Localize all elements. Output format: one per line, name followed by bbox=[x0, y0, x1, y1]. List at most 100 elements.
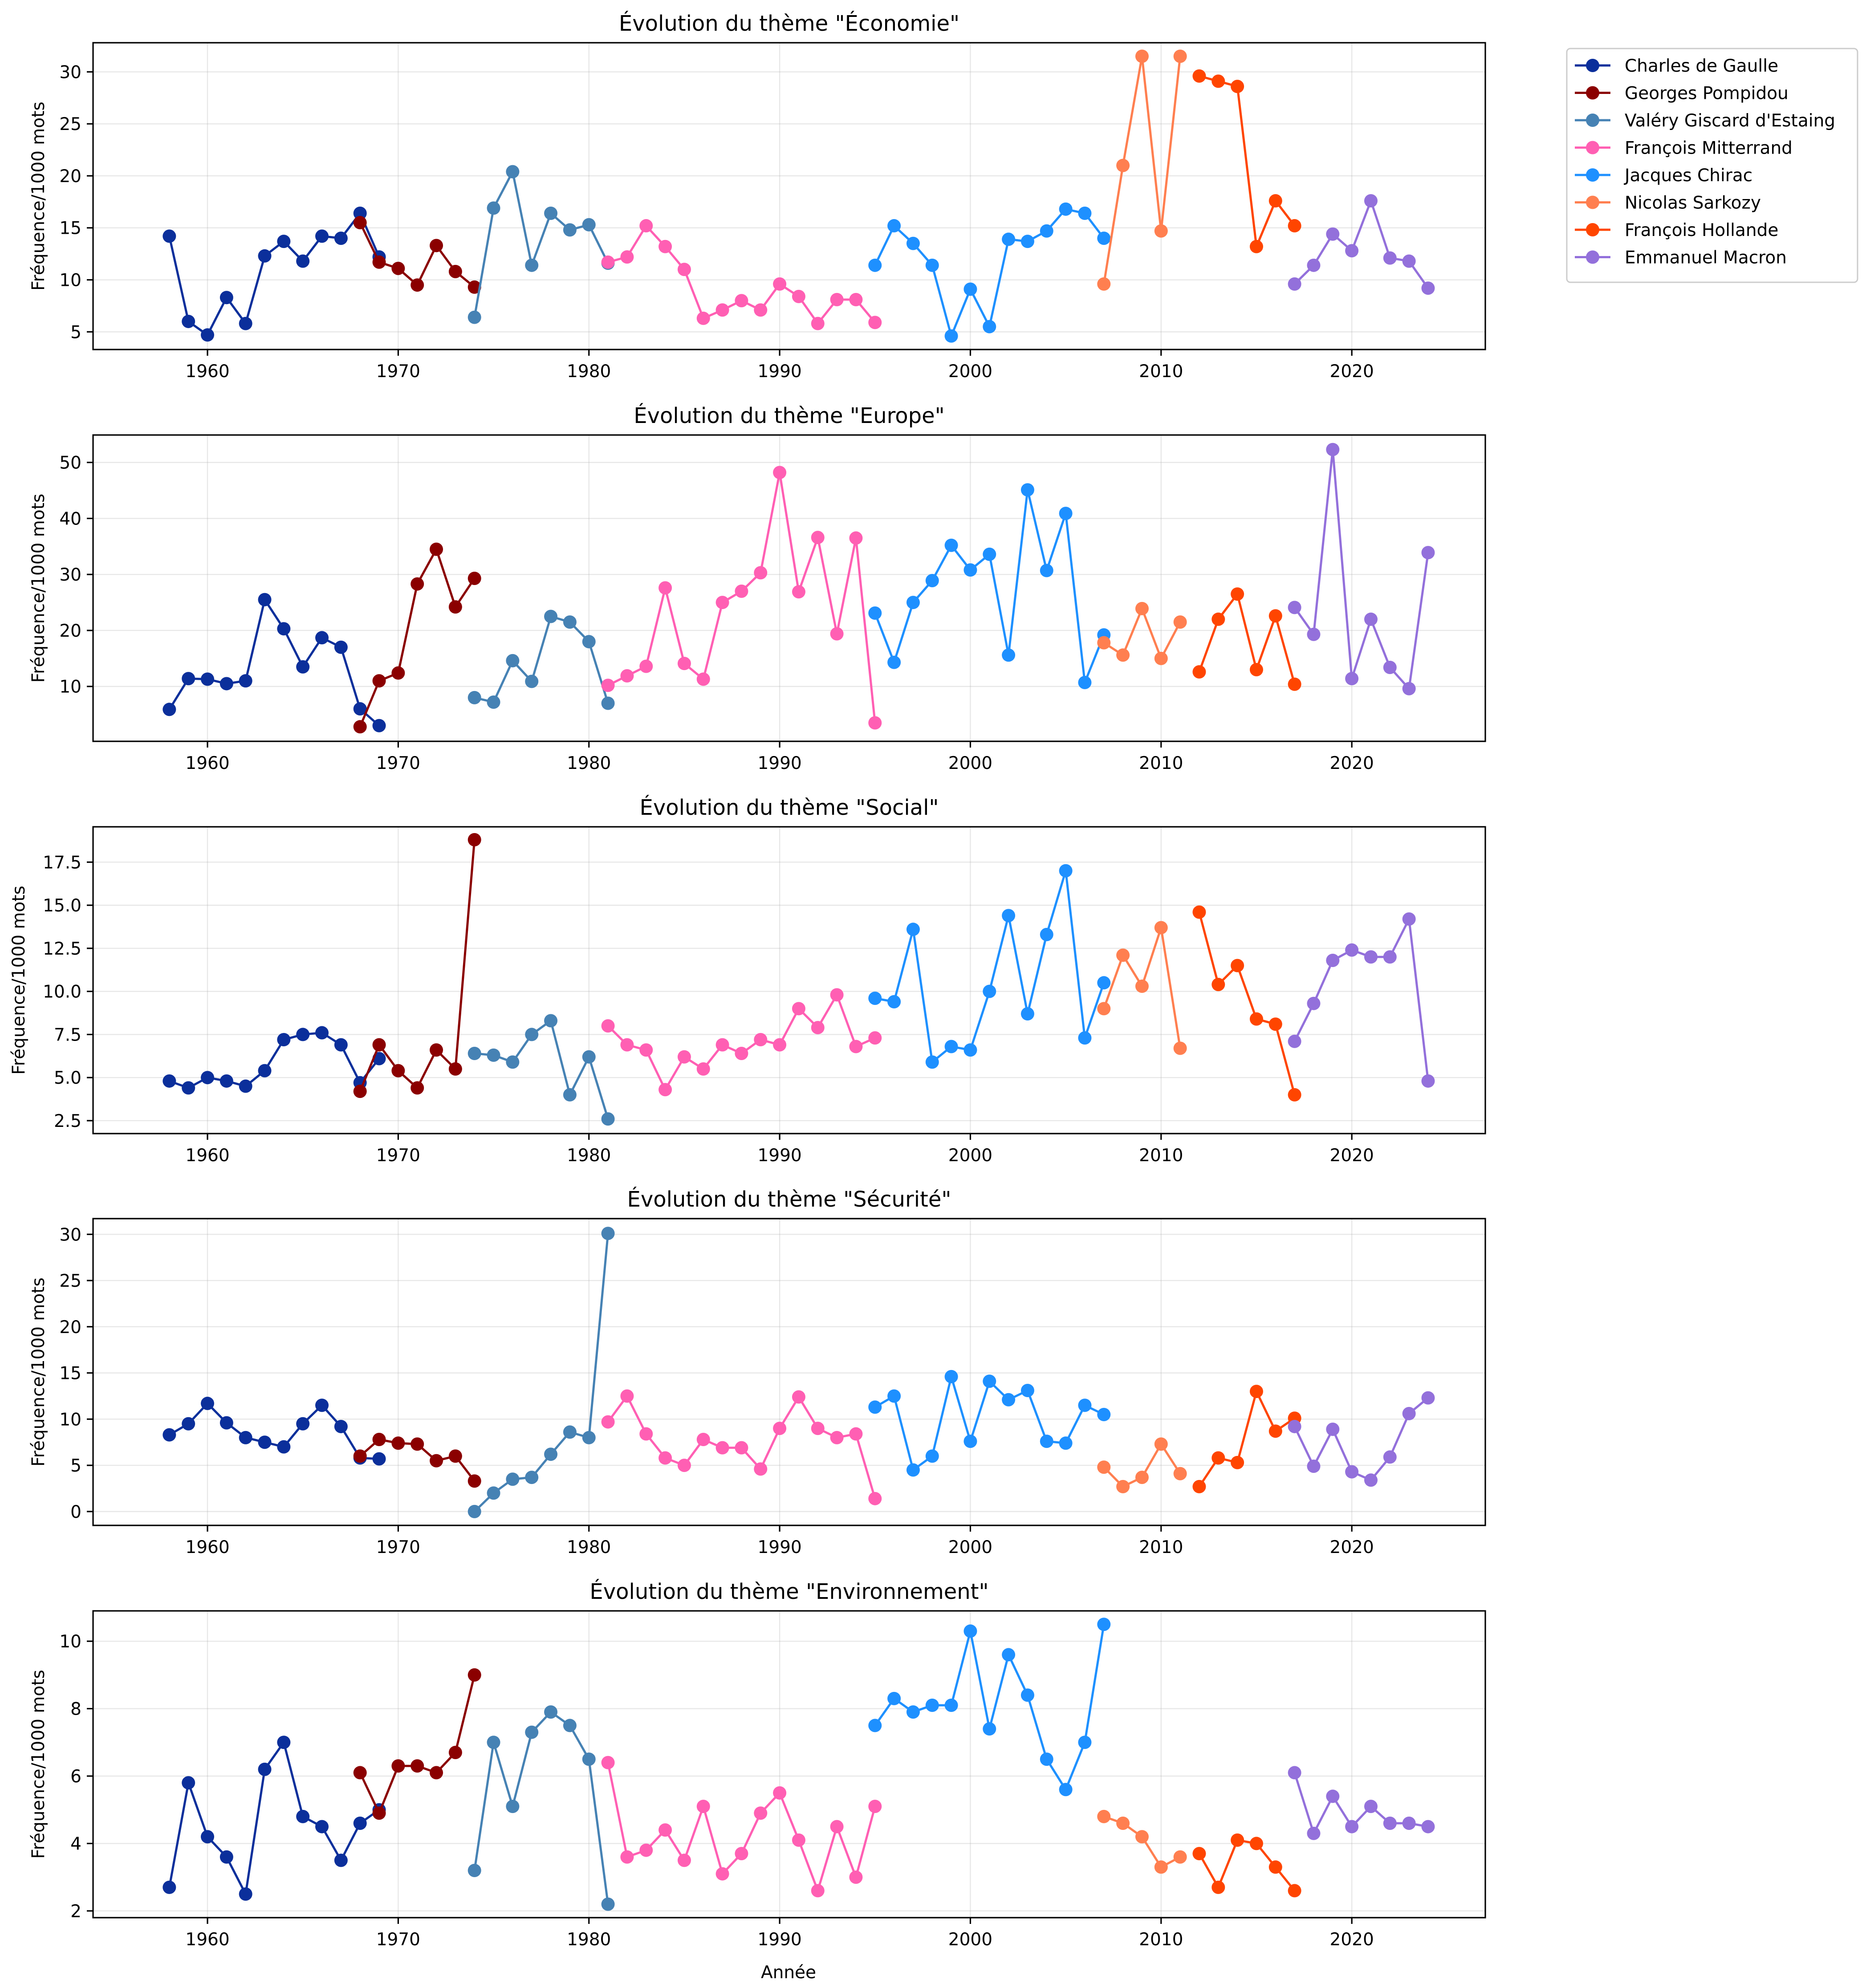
data-point bbox=[1288, 219, 1301, 233]
data-point bbox=[467, 310, 481, 324]
data-point bbox=[963, 1043, 977, 1057]
data-point bbox=[868, 1800, 882, 1813]
x-tick-label: 1970 bbox=[376, 362, 420, 382]
data-point bbox=[659, 240, 672, 253]
data-point bbox=[487, 1736, 500, 1749]
data-point bbox=[430, 542, 443, 556]
data-point bbox=[792, 1390, 805, 1404]
data-point bbox=[1097, 976, 1111, 990]
legend-label: Jacques Chirac bbox=[1623, 166, 1752, 186]
data-point bbox=[220, 1416, 233, 1430]
data-point bbox=[601, 1112, 615, 1126]
data-point bbox=[1326, 443, 1340, 456]
data-point bbox=[1059, 507, 1073, 520]
data-point bbox=[296, 1028, 310, 1041]
data-point bbox=[1326, 953, 1340, 967]
series bbox=[163, 1026, 386, 1095]
series bbox=[353, 216, 481, 294]
data-point bbox=[963, 563, 977, 577]
data-point bbox=[296, 660, 310, 674]
data-point bbox=[868, 716, 882, 730]
x-axis-label: Année bbox=[761, 1963, 816, 1983]
data-point bbox=[868, 258, 882, 272]
data-point bbox=[1116, 948, 1130, 962]
data-point bbox=[220, 677, 233, 691]
series bbox=[163, 207, 386, 342]
data-point bbox=[353, 702, 367, 716]
y-tick-label: 10 bbox=[59, 1410, 81, 1430]
data-point bbox=[163, 1428, 176, 1442]
data-point bbox=[715, 1441, 729, 1455]
data-point bbox=[1097, 1002, 1111, 1016]
data-point bbox=[925, 1449, 939, 1463]
data-point bbox=[601, 1897, 615, 1911]
data-point bbox=[1421, 1820, 1435, 1834]
y-tick-label: 2.5 bbox=[54, 1111, 81, 1131]
data-point bbox=[1002, 648, 1016, 662]
data-point bbox=[1383, 251, 1397, 265]
data-point bbox=[1268, 1424, 1282, 1438]
series bbox=[601, 988, 882, 1097]
data-point bbox=[1383, 1450, 1397, 1464]
x-tick-label: 2020 bbox=[1330, 1537, 1374, 1557]
data-point bbox=[1307, 627, 1321, 641]
chart-title: Évolution du thème "Social" bbox=[640, 795, 939, 820]
data-point bbox=[467, 833, 481, 847]
data-point bbox=[201, 1397, 215, 1411]
y-tick-label: 25 bbox=[59, 1271, 81, 1291]
y-axis-label: Fréquence/1000 mots bbox=[28, 494, 49, 683]
data-point bbox=[811, 1422, 825, 1435]
y-tick-label: 25 bbox=[59, 114, 81, 134]
data-point bbox=[1116, 159, 1130, 172]
series bbox=[467, 1014, 615, 1126]
data-point bbox=[334, 1038, 348, 1052]
data-point bbox=[582, 1431, 596, 1444]
x-tick-label: 2010 bbox=[1139, 362, 1183, 382]
data-point bbox=[1097, 277, 1111, 291]
series bbox=[1192, 69, 1301, 253]
data-point bbox=[983, 1374, 996, 1388]
data-point bbox=[1402, 682, 1416, 695]
x-tick-label: 2000 bbox=[948, 362, 992, 382]
data-point bbox=[544, 610, 558, 623]
data-point bbox=[296, 1809, 310, 1823]
data-point bbox=[1288, 677, 1301, 691]
data-point bbox=[296, 1417, 310, 1431]
data-point bbox=[1345, 672, 1359, 686]
data-point bbox=[677, 657, 691, 671]
data-point bbox=[239, 674, 252, 688]
x-tick-label: 1970 bbox=[376, 1537, 420, 1557]
x-tick-label: 1990 bbox=[757, 753, 801, 773]
data-point bbox=[391, 666, 405, 680]
data-point bbox=[830, 627, 844, 641]
data-point bbox=[201, 1830, 215, 1844]
data-point bbox=[1097, 636, 1111, 650]
chart-title: Évolution du thème "Économie" bbox=[619, 11, 959, 36]
data-point bbox=[1040, 1435, 1053, 1448]
data-point bbox=[1040, 224, 1053, 238]
data-point bbox=[639, 219, 653, 233]
data-point bbox=[983, 1722, 996, 1736]
data-point bbox=[601, 696, 615, 710]
data-point bbox=[1421, 546, 1435, 560]
data-point bbox=[773, 277, 787, 291]
data-point bbox=[1307, 1459, 1321, 1473]
data-point bbox=[1192, 665, 1206, 679]
legend-label: Georges Pompidou bbox=[1625, 84, 1789, 104]
legend-marker bbox=[1586, 168, 1599, 182]
data-point bbox=[811, 1884, 825, 1898]
chart-panel: 1960 1970 1980 1990 2000 2010 2020 2.5 5.0 7.5 10.… bbox=[9, 795, 1486, 1166]
series bbox=[1097, 1437, 1187, 1493]
data-point bbox=[1421, 281, 1435, 295]
data-point bbox=[1288, 601, 1301, 614]
axes-frame bbox=[92, 1218, 1486, 1526]
data-point bbox=[506, 1800, 520, 1813]
data-point bbox=[506, 165, 520, 179]
data-point bbox=[1288, 1766, 1301, 1780]
data-point bbox=[677, 263, 691, 276]
series bbox=[467, 610, 615, 710]
data-point bbox=[906, 1463, 920, 1477]
plot-area bbox=[93, 1219, 1485, 1525]
data-point bbox=[372, 1806, 386, 1820]
data-point bbox=[639, 1043, 653, 1057]
